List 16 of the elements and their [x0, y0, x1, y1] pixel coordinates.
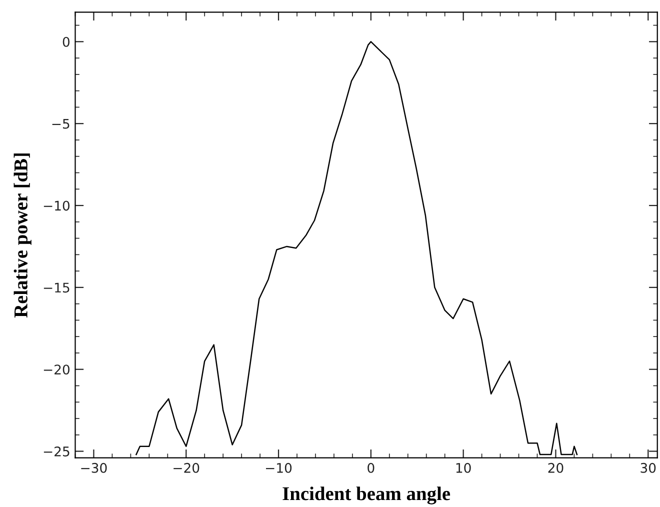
- x-tick-label: −20: [174, 462, 200, 473]
- y-tick-label: −15: [44, 282, 70, 293]
- x-axis-title: Incident beam angle: [282, 486, 450, 504]
- y-tick-label: −25: [44, 446, 70, 456]
- x-tick-label: −10: [266, 462, 292, 473]
- x-tick-label: 20: [548, 462, 564, 473]
- y-axis-title: Relative power [dB]: [14, 153, 32, 318]
- y-tick-label: −5: [52, 118, 70, 129]
- y-tick-label: −20: [44, 364, 70, 375]
- line-series: [136, 41, 578, 456]
- x-tick-label: 0: [368, 462, 374, 473]
- x-tick-label: −30: [81, 462, 107, 473]
- y-tick-label: −10: [44, 200, 70, 211]
- y-tick-label: 0: [62, 36, 70, 47]
- x-tick-label: 30: [640, 462, 656, 473]
- x-tick-label: 10: [456, 462, 471, 473]
